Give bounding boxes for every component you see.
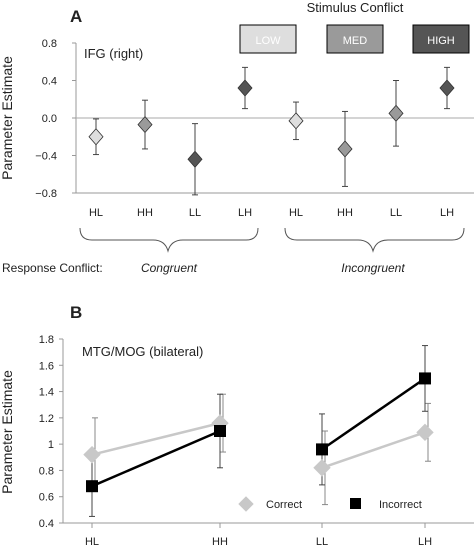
panel-a-x-ticks: HL HH LL LH HL HH LL LH	[89, 207, 454, 219]
panel-b-x-tick-label: HH	[212, 536, 228, 548]
panel-a-group-congruent: Congruent	[141, 261, 198, 275]
panel-a-brace-congruent	[79, 227, 259, 253]
panel-a-point-ll	[388, 104, 404, 122]
panel-b-legend-incorrect-label: Incorrect	[379, 499, 422, 511]
panel-a: A Parameter Estimate 0.8 0.4 0.0 −0.4 −0.8 I…	[0, 0, 474, 275]
panel-b-legend-incorrect-marker	[350, 498, 361, 509]
panel-b-series-lines	[91, 377, 426, 488]
panel-a-points	[88, 79, 455, 168]
panel-b-y-axis-title: Parameter Estimate	[0, 370, 15, 494]
panel-b-y-tick-label: 1.4	[39, 387, 54, 399]
panel-b-line-correct	[91, 421, 221, 456]
panel-b: B Parameter Estimate 1.8 1.6 1.4 1.2 1 0.8 0.6…	[0, 303, 474, 548]
panel-b-y-tick-label: 0.4	[39, 518, 54, 530]
panel-a-group-incongruent: Incongruent	[341, 261, 405, 275]
panel-a-x-tick-label: LL	[189, 207, 201, 219]
panel-a-legend-label-med: MED	[343, 35, 368, 47]
panel-a-region-label: IFG (right)	[84, 46, 143, 61]
panel-b-y-tick-label: 1	[48, 439, 54, 451]
panel-a-y-axis-title: Parameter Estimate	[0, 56, 15, 180]
panel-b-x-tick-label: LH	[418, 536, 432, 548]
panel-b-y-tick-label: 0.6	[39, 492, 54, 504]
panel-a-y-tick-label: 0.8	[42, 38, 57, 50]
panel-a-x-tick-label: LL	[390, 207, 402, 219]
panel-a-x-tick-label: LH	[238, 207, 252, 219]
panel-b-line-incorrect	[321, 377, 426, 451]
panel-b-region-label: MTG/MOG (bilateral)	[82, 344, 203, 359]
panel-a-legend: LOW MED HIGH	[239, 24, 470, 54]
panel-a-point-hh	[137, 115, 153, 134]
panel-b-y-tick-label: 1.6	[39, 360, 54, 372]
panel-b-point-incorrect	[316, 443, 328, 456]
panel-a-response-conflict-label: Response Conflict:	[2, 261, 103, 275]
panel-a-point-hh	[337, 140, 353, 158]
panel-a-legend-swatch-low	[239, 24, 297, 54]
panel-b-y-tick-label: 1.2	[39, 413, 54, 425]
panel-b-y-tick-label: 0.8	[39, 465, 54, 477]
panel-b-x-tick-label: HL	[85, 536, 99, 548]
panel-b-point-incorrect	[214, 425, 226, 437]
panel-b-line-incorrect	[91, 429, 221, 488]
panel-a-y-tick-label: −0.8	[35, 188, 57, 200]
panel-a-y-ticks: 0.8 0.4 0.0 −0.4 −0.8	[35, 38, 76, 200]
panel-a-point-ll	[187, 150, 203, 168]
panel-b-label: B	[70, 303, 82, 322]
panel-a-legend-label-low: LOW	[255, 35, 281, 47]
panel-b-line-correct	[321, 431, 426, 469]
panel-b-legend-correct-label: Correct	[266, 499, 302, 511]
panel-b-point-correct	[83, 445, 101, 464]
panel-b-x-tick-label: LL	[316, 536, 328, 548]
panel-a-legend-title: Stimulus Conflict	[307, 0, 404, 15]
panel-b-point-incorrect	[86, 480, 98, 493]
panel-a-x-tick-label: HH	[337, 207, 353, 219]
panel-b-point-incorrect	[419, 372, 431, 385]
panel-a-legend-swatch-med	[326, 24, 384, 54]
panel-a-x-tick-label: HL	[289, 207, 303, 219]
panel-b-point-correct	[416, 423, 434, 442]
panel-a-point-lh	[439, 79, 455, 97]
panel-a-y-tick-label: −0.4	[35, 151, 57, 163]
panel-b-points	[83, 372, 434, 493]
panel-b-legend-correct-marker	[238, 496, 254, 512]
panel-a-y-tick-label: 0.0	[42, 113, 57, 125]
panel-a-legend-swatch-high	[412, 24, 470, 54]
panel-a-brace-incongruent	[284, 227, 465, 253]
panel-b-point-correct	[313, 459, 331, 477]
panel-a-label: A	[70, 7, 82, 26]
panel-a-x-tick-label: HL	[89, 207, 103, 219]
panel-b-x-ticks: HL HH LL LH	[85, 523, 432, 548]
panel-b-y-ticks: 1.8 1.6 1.4 1.2 1 0.8 0.6 0.4	[39, 334, 63, 530]
panel-a-legend-label-high: HIGH	[427, 35, 455, 47]
panel-b-y-tick-label: 1.8	[39, 334, 54, 346]
panel-a-y-tick-label: 0.4	[42, 76, 57, 88]
panel-a-point-lh	[237, 79, 253, 97]
panel-a-x-tick-label: LH	[440, 207, 454, 219]
panel-a-point-hl	[288, 112, 304, 130]
panel-a-x-tick-label: HH	[137, 207, 153, 219]
panel-a-point-hl	[88, 128, 104, 146]
panel-b-error-bars	[89, 345, 431, 517]
